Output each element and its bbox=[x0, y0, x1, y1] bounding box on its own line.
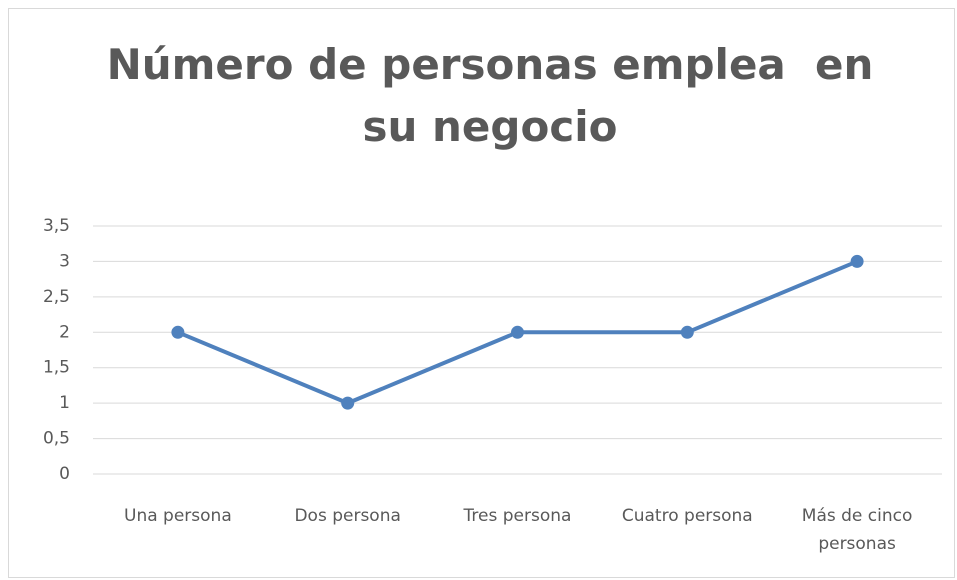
x-tick-label: Dos persona bbox=[294, 506, 401, 526]
marker bbox=[680, 325, 694, 339]
marker bbox=[511, 325, 524, 339]
y-tick-label: 1,5 bbox=[43, 358, 70, 378]
y-tick-label: 3,5 bbox=[43, 216, 70, 236]
y-tick-label: 3 bbox=[59, 251, 70, 271]
y-tick-label: 2,5 bbox=[43, 287, 70, 307]
chart-frame bbox=[8, 8, 955, 578]
y-tick-label: 0,5 bbox=[43, 429, 70, 449]
y-tick-label: 0 bbox=[59, 464, 70, 484]
x-tick-label: Más de cinco personas bbox=[801, 506, 913, 554]
x-tick-label: Tres persona bbox=[463, 506, 572, 526]
marker bbox=[850, 254, 864, 268]
y-tick-label: 2 bbox=[59, 322, 70, 342]
x-tick-label: Cuatro persona bbox=[621, 506, 753, 526]
marker bbox=[171, 325, 185, 339]
y-tick-label: 1 bbox=[59, 393, 70, 413]
chart-title: Número de personas emplea en su negocio bbox=[106, 40, 889, 151]
marker bbox=[341, 396, 355, 410]
x-tick-label: Una persona bbox=[124, 506, 232, 526]
